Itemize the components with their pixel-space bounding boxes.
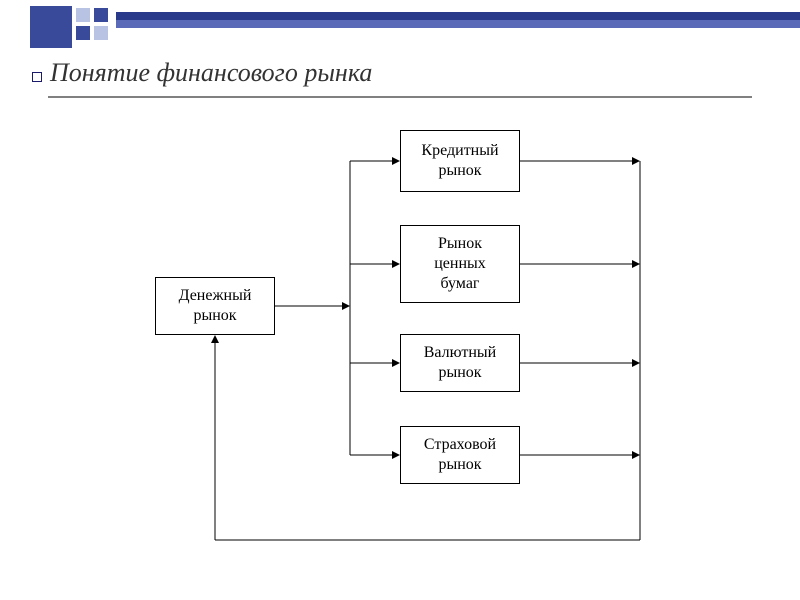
header-square-5	[94, 26, 108, 40]
header-square-2	[76, 8, 90, 22]
title-bullet-icon	[32, 72, 42, 82]
header-square-3	[94, 8, 108, 22]
node-insurance-market: Страховой рынок	[400, 426, 520, 484]
node-fx-market: Валютный рынок	[400, 334, 520, 392]
header-square-4	[76, 26, 90, 40]
slide: Понятие финансового рынка Денежный рынок…	[0, 0, 800, 600]
header-bar	[116, 12, 800, 28]
node-credit-market: Кредитный рынок	[400, 130, 520, 192]
header-square-1	[30, 6, 72, 48]
page-title: Понятие финансового рынка	[50, 58, 372, 88]
title-underline	[48, 96, 752, 98]
node-securities-market: Рынок ценных бумаг	[400, 225, 520, 303]
node-money-market: Денежный рынок	[155, 277, 275, 335]
